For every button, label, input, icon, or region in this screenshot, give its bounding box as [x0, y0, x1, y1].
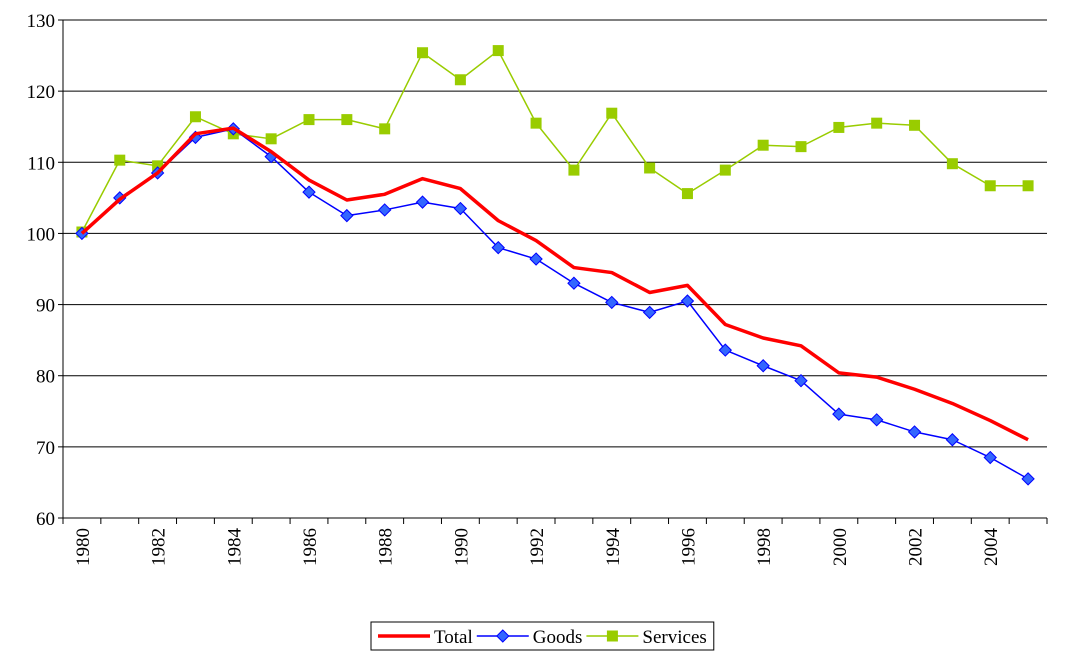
- marker: [605, 295, 619, 310]
- marker: [152, 160, 164, 172]
- marker: [757, 139, 769, 151]
- marker: [606, 107, 618, 119]
- x-tick-label: 1994: [603, 528, 624, 567]
- marker: [719, 164, 731, 176]
- marker: [453, 201, 468, 216]
- y-tick-label: 70: [36, 438, 55, 459]
- y-tick-label: 110: [27, 153, 55, 174]
- marker: [454, 74, 466, 86]
- legend-marker: [496, 629, 510, 643]
- marker: [909, 119, 921, 131]
- marker: [1021, 472, 1035, 486]
- marker: [302, 185, 316, 199]
- marker: [984, 180, 996, 192]
- marker: [492, 45, 504, 57]
- x-tick-label: 1984: [224, 528, 245, 567]
- marker: [907, 425, 922, 439]
- y-tick-label: 90: [36, 296, 55, 317]
- marker: [377, 203, 392, 217]
- x-tick-label: 1998: [754, 528, 775, 566]
- x-tick-label: 1982: [149, 528, 170, 566]
- marker: [681, 188, 693, 200]
- y-tick-label: 130: [27, 11, 56, 32]
- series-line: [80, 126, 1029, 442]
- y-tick-label: 100: [27, 224, 56, 245]
- x-tick-label: 2002: [906, 528, 927, 566]
- x-tick-label: 2004: [981, 528, 1002, 567]
- marker: [303, 114, 315, 126]
- marker: [795, 141, 807, 153]
- legend-marker: [606, 630, 618, 642]
- marker: [983, 450, 997, 465]
- marker: [415, 195, 430, 209]
- x-tick-label: 1980: [73, 528, 94, 566]
- marker: [491, 240, 505, 255]
- legend-label: Total: [434, 627, 473, 648]
- marker: [833, 121, 845, 133]
- marker: [114, 154, 126, 166]
- marker: [832, 407, 846, 421]
- marker: [871, 117, 883, 129]
- marker: [680, 294, 695, 308]
- marker: [189, 111, 201, 123]
- marker: [529, 252, 543, 266]
- y-tick-label: 80: [36, 367, 55, 388]
- marker: [188, 130, 203, 145]
- y-tick-label: 120: [27, 82, 56, 103]
- x-tick-label: 1988: [376, 528, 397, 566]
- legend-label: Goods: [533, 627, 583, 648]
- marker: [644, 162, 656, 174]
- x-tick-label: 1992: [527, 528, 548, 566]
- legend: Total Goods Services: [370, 621, 715, 651]
- marker: [417, 47, 429, 59]
- marker: [869, 413, 884, 427]
- marker: [568, 164, 580, 176]
- y-tick-label: 60: [36, 509, 55, 530]
- marker: [718, 343, 733, 357]
- x-tick-label: 2000: [830, 528, 851, 566]
- legend-label: Services: [642, 627, 706, 648]
- marker: [946, 158, 958, 170]
- marker: [341, 114, 353, 126]
- marker: [265, 133, 277, 145]
- x-tick-label: 1986: [300, 528, 321, 566]
- marker: [642, 305, 657, 320]
- marker: [379, 123, 391, 135]
- marker: [1022, 180, 1034, 192]
- series-line: [81, 128, 1029, 480]
- marker: [756, 359, 770, 373]
- marker: [945, 433, 960, 447]
- marker: [340, 208, 354, 223]
- marker: [567, 276, 581, 290]
- marker: [794, 373, 808, 388]
- marker: [530, 117, 542, 129]
- x-tick-label: 1996: [678, 528, 699, 566]
- series-line: [81, 49, 1029, 233]
- x-tick-label: 1990: [451, 528, 472, 566]
